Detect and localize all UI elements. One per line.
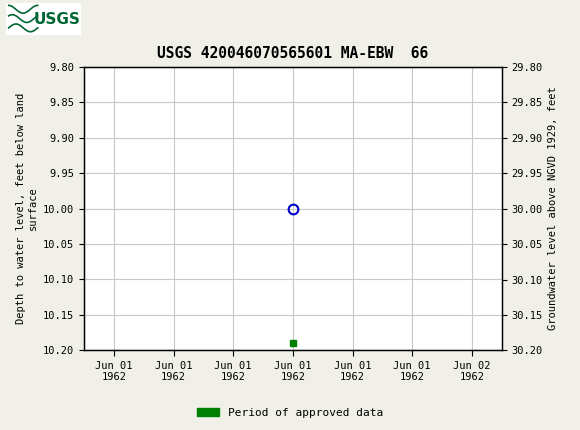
Title: USGS 420046070565601 MA-EBW  66: USGS 420046070565601 MA-EBW 66 (157, 46, 429, 61)
Text: USGS: USGS (34, 12, 81, 27)
Legend: Period of approved data: Period of approved data (193, 403, 387, 422)
Y-axis label: Depth to water level, feet below land
surface: Depth to water level, feet below land su… (16, 93, 38, 324)
FancyBboxPatch shape (6, 3, 81, 35)
Y-axis label: Groundwater level above NGVD 1929, feet: Groundwater level above NGVD 1929, feet (548, 87, 558, 330)
